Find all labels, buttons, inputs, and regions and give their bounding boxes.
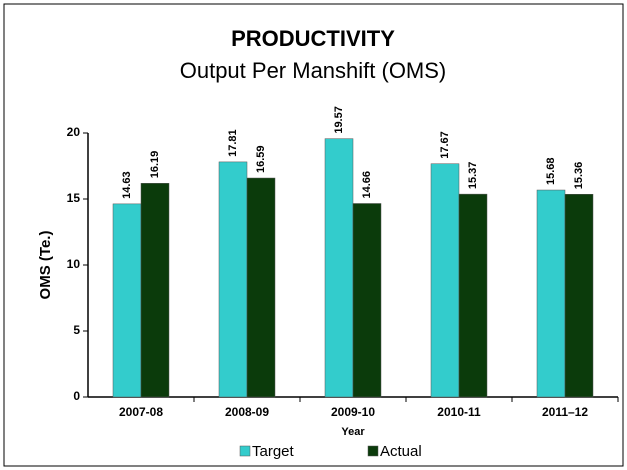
y-tick-label: 15 (67, 191, 81, 205)
y-axis-label: OMS (Te.) (37, 231, 54, 300)
data-label: 15.37 (467, 162, 479, 190)
chart-subtitle: Output Per Manshift (OMS) (180, 58, 447, 83)
y-tick-label: 20 (67, 125, 81, 139)
chart-frame (3, 3, 624, 467)
y-tick-label: 10 (67, 257, 81, 271)
data-label: 15.68 (545, 157, 557, 185)
data-label: 15.36 (573, 162, 585, 190)
legend-label: Actual (380, 443, 422, 460)
x-tick-label: 2010-11 (437, 405, 481, 419)
data-label: 17.67 (439, 131, 451, 159)
x-tick-label: 2011–12 (542, 405, 588, 419)
legend-swatch (367, 445, 379, 457)
data-label: 17.81 (227, 129, 239, 157)
data-label: 14.63 (121, 171, 133, 199)
legend-label: Target (252, 443, 295, 460)
bar (458, 193, 488, 398)
data-label: 19.57 (333, 106, 345, 134)
x-axis-label: Year (341, 426, 365, 438)
bar (430, 163, 460, 398)
bar (112, 203, 142, 398)
bar (140, 183, 170, 398)
chart-title: PRODUCTIVITY (231, 26, 395, 51)
data-label: 16.59 (255, 145, 267, 173)
y-tick-label: 5 (73, 323, 80, 337)
bar (218, 161, 248, 398)
bar (246, 177, 276, 398)
data-label: 14.66 (361, 171, 373, 199)
x-tick-label: 2009-10 (331, 405, 375, 419)
bar (564, 193, 594, 398)
x-tick-label: 2007-08 (119, 405, 163, 419)
y-tick-label: 0 (73, 389, 80, 403)
x-tick-label: 2008-09 (225, 405, 269, 419)
legend-swatch (239, 445, 251, 457)
bar (324, 138, 354, 398)
data-label: 16.19 (149, 151, 161, 179)
bar (536, 189, 566, 398)
bar (352, 203, 382, 398)
